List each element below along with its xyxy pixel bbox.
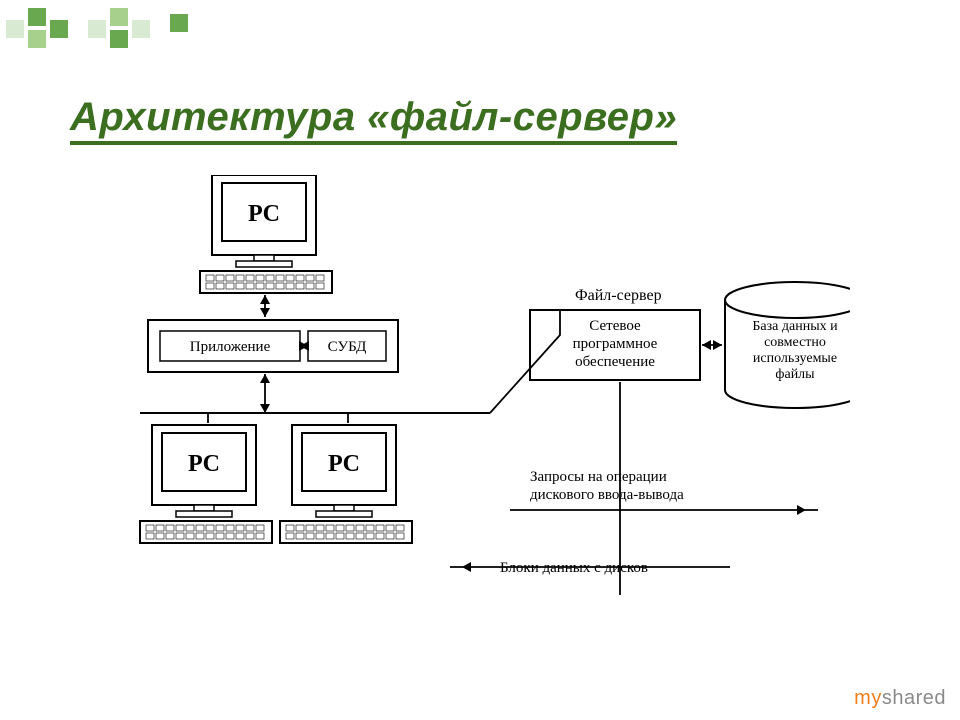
svg-text:совместно: совместно bbox=[764, 335, 826, 350]
deco-square bbox=[28, 30, 46, 48]
watermark-left: my bbox=[854, 687, 882, 709]
svg-text:База данных и: База данных и bbox=[752, 319, 838, 334]
deco-square bbox=[132, 20, 150, 38]
deco-square bbox=[88, 20, 106, 38]
deco-square bbox=[28, 8, 46, 26]
pc-icon: PC bbox=[140, 425, 272, 543]
svg-text:PC: PC bbox=[328, 451, 360, 477]
deco-square bbox=[170, 14, 188, 32]
svg-text:PC: PC bbox=[188, 451, 220, 477]
svg-text:СУБД: СУБД bbox=[328, 339, 367, 355]
corner-decoration bbox=[0, 8, 300, 50]
svg-text:дискового ввода-вывода: дискового ввода-вывода bbox=[530, 487, 684, 503]
svg-text:Приложение: Приложение bbox=[190, 339, 271, 355]
svg-text:Запросы на операции: Запросы на операции bbox=[530, 469, 667, 485]
watermark: myshared bbox=[854, 687, 946, 710]
svg-text:Блоки данных с дисков: Блоки данных с дисков bbox=[500, 560, 648, 576]
svg-text:файлы: файлы bbox=[775, 367, 815, 382]
svg-text:Сетевое: Сетевое bbox=[589, 318, 641, 334]
slide-title: Архитектура «файл-сервер» bbox=[70, 95, 677, 140]
svg-text:Файл-сервер: Файл-сервер bbox=[575, 287, 662, 304]
pc-icon: PC bbox=[200, 175, 332, 293]
svg-text:программное: программное bbox=[573, 336, 658, 352]
architecture-diagram: PC PC PC Приложение СУБД Файл-сервер Сетевое пр… bbox=[130, 175, 850, 655]
svg-text:обеспечение: обеспечение bbox=[575, 354, 655, 370]
svg-text:используемые: используемые bbox=[753, 351, 837, 366]
pc-icon: PC bbox=[280, 425, 412, 543]
deco-square bbox=[110, 8, 128, 26]
deco-square bbox=[6, 20, 24, 38]
deco-square bbox=[110, 30, 128, 48]
deco-square bbox=[50, 20, 68, 38]
watermark-right: shared bbox=[882, 687, 946, 709]
svg-text:PC: PC bbox=[248, 201, 280, 227]
